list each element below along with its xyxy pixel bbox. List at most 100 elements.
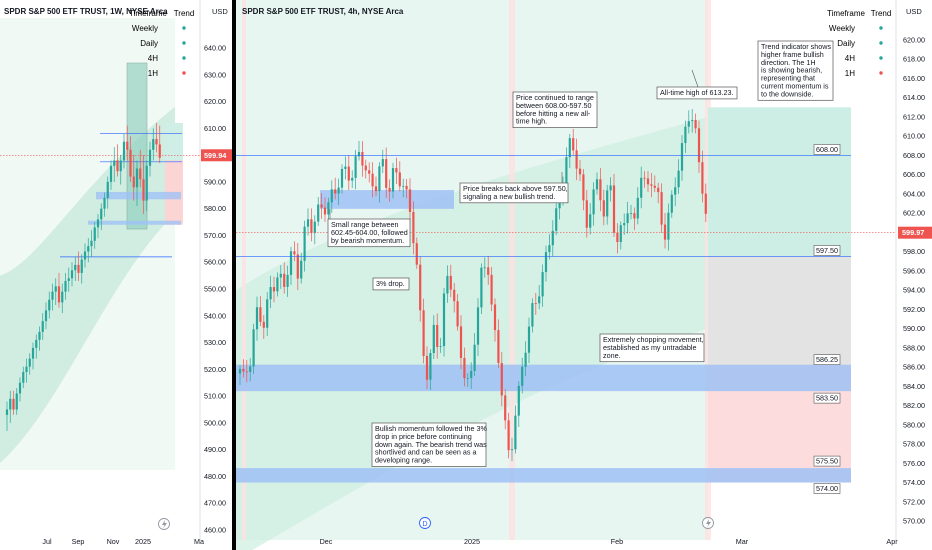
weekly-candle-body — [109, 165, 113, 182]
weekly-candle-body — [96, 219, 100, 228]
weekly-lightning-icon[interactable] — [158, 518, 170, 530]
h4-candle — [245, 360, 248, 383]
annotation-ath-box — [656, 86, 738, 100]
h4-candle-body — [476, 307, 480, 345]
h4-candle-body — [395, 168, 398, 173]
h4-y-tick: 604.00 — [903, 189, 925, 198]
h4-candle-body — [327, 202, 330, 215]
h4-candle — [551, 220, 554, 257]
h4-blue-zone-lower — [236, 468, 851, 483]
weekly-candle — [113, 147, 116, 182]
h4-level-label-text: 586.25 — [816, 355, 838, 364]
weekly-candle — [139, 149, 142, 188]
h4-candle — [575, 138, 578, 181]
h4-candle-body — [493, 304, 497, 331]
h4-y-tick: 578.00 — [903, 440, 925, 449]
h4-candle-body — [643, 177, 646, 179]
weekly-candle-body — [152, 139, 155, 150]
h4-candle-body — [680, 143, 684, 171]
annotation-trend-indicator-line: to the downside. — [761, 89, 813, 98]
weekly-table-header-trend: Trend — [174, 9, 195, 18]
weekly-candle-body — [122, 141, 126, 161]
h4-candle — [354, 149, 357, 190]
h4-level-label-text: 597.50 — [816, 246, 838, 255]
h4-candle — [378, 162, 381, 203]
h4-candle-body — [538, 296, 541, 304]
h4-candle-body — [266, 299, 269, 328]
weekly-candle-body — [129, 149, 132, 177]
h4-candle-body — [459, 326, 463, 358]
h4-candle — [578, 159, 582, 182]
h4-candle — [504, 389, 507, 430]
h4-lightning-icon[interactable] — [702, 517, 714, 529]
weekly-chart-panel[interactable]: 640.00630.00620.00610.00600.00590.00580.… — [0, 0, 232, 550]
h4-candle-body — [422, 310, 425, 356]
weekly-y-tick: 610.00 — [204, 124, 226, 133]
h4-candle — [640, 166, 643, 209]
h4-candle — [330, 180, 333, 213]
h4-candle — [374, 176, 378, 197]
h4-candle — [646, 171, 650, 192]
h4-candle — [595, 172, 599, 195]
weekly-candle-body — [83, 251, 87, 260]
h4-level-label-text: 574.00 — [816, 484, 838, 493]
h4-candle — [385, 147, 388, 198]
h4-candle — [470, 362, 473, 389]
h4-candle — [480, 263, 483, 315]
weekly-candle — [12, 390, 15, 415]
h4-y-tick: 570.00 — [903, 517, 925, 526]
weekly-candle-body — [80, 259, 83, 273]
annotation-drop-box — [372, 277, 410, 291]
h4-candle-body — [300, 260, 303, 279]
h4-candle — [255, 296, 259, 341]
h4-candle-body — [483, 267, 486, 269]
h4-candle — [300, 252, 303, 284]
h4-y-tick: 572.00 — [903, 497, 925, 506]
h4-dividend-marker[interactable]: D — [419, 517, 431, 529]
h4-candle-body — [612, 185, 616, 233]
weekly-candle-body — [22, 372, 25, 383]
weekly-y-tick: 530.00 — [204, 338, 226, 347]
h4-candle-body — [398, 172, 401, 187]
h4-candle — [544, 245, 548, 282]
weekly-candle-body — [44, 310, 48, 322]
h4-candle — [453, 282, 456, 313]
h4-candle-body — [381, 159, 384, 167]
h4-candle — [694, 113, 697, 134]
weekly-y-tick: 540.00 — [204, 311, 226, 320]
h4-candle — [463, 347, 466, 387]
h4-candle — [487, 255, 490, 285]
h4-y-tick: 612.00 — [903, 112, 925, 121]
h4-candle — [323, 197, 327, 222]
h4-level-label-box — [813, 392, 841, 404]
weekly-candle — [48, 291, 51, 319]
h4-candle-body — [551, 230, 554, 246]
annotation-choppy: Extremely chopping movement,established … — [599, 333, 705, 363]
h4-chart-panel[interactable]: 608.00 597.50 586.25 583.50 575.50 574.00 620… — [236, 0, 932, 550]
h4-candle-body — [419, 264, 422, 311]
weekly-candle — [132, 155, 135, 201]
weekly-candle — [135, 160, 139, 206]
h4-candle-body — [347, 166, 350, 181]
h4-candle-body — [677, 170, 680, 188]
annotation-choppy-line: zone. — [603, 351, 621, 360]
h4-y-tick: 588.00 — [903, 343, 925, 352]
h4-y-tick: 594.00 — [903, 286, 925, 295]
h4-candle-body — [646, 178, 650, 185]
h4-candle — [283, 262, 286, 294]
h4-blue-zone-upper — [236, 364, 851, 392]
h4-candle-body — [306, 219, 310, 227]
h4-candle — [667, 203, 670, 251]
h4-candle-body — [436, 324, 439, 347]
h4-candle — [531, 298, 534, 333]
h4-candle — [643, 171, 646, 188]
h4-y-tick: 592.00 — [903, 305, 925, 314]
h4-trend-dot — [879, 56, 883, 60]
annotation-small-range-line: Small range between — [331, 220, 399, 229]
h4-candle-body — [653, 185, 656, 188]
h4-candle-body — [272, 287, 276, 292]
weekly-candle — [54, 278, 57, 306]
h4-candle — [276, 272, 279, 297]
